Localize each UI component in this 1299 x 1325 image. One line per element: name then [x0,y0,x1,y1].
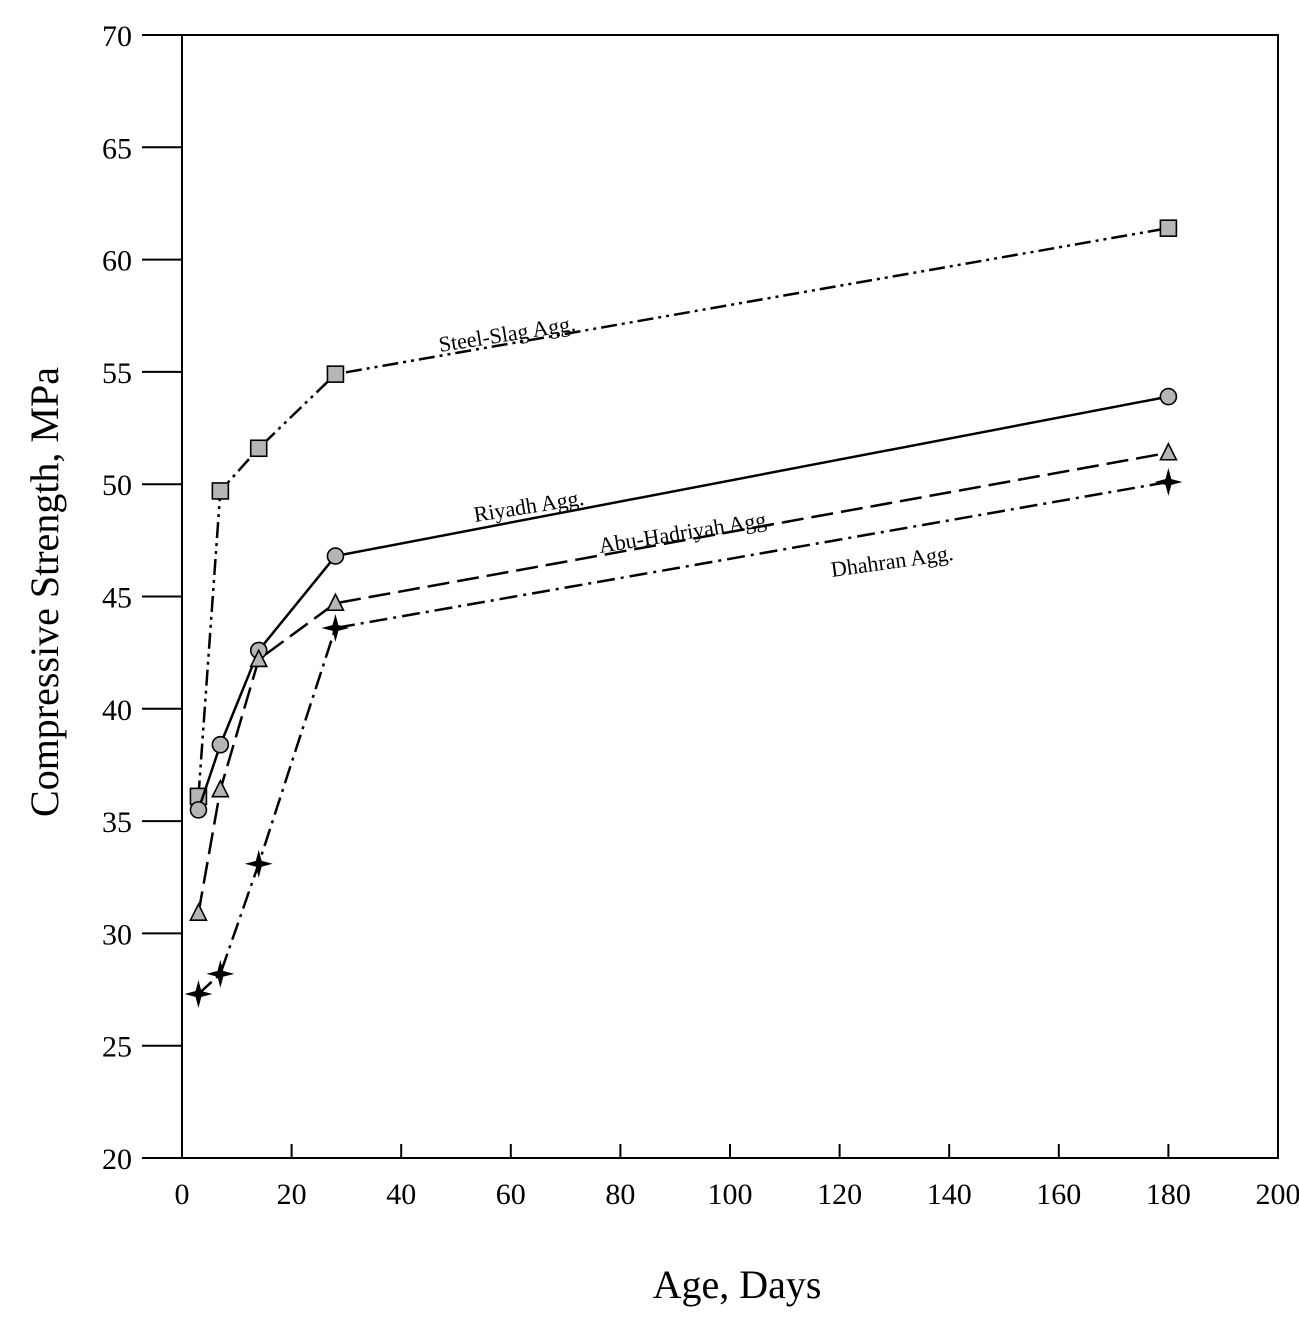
x-tick-label: 200 [1256,1178,1299,1211]
plot-frame [181,34,1279,1159]
series-line-steel-slag-agg [197,226,1169,797]
y-tick-label: 70 [102,20,132,53]
series-layer [184,219,1183,1009]
data-point-abu-hadriyah-agg [326,592,345,612]
x-tick-label: 100 [708,1178,753,1211]
data-point-abu-hadriyah-agg [211,778,230,798]
x-tick-label: 60 [496,1178,526,1211]
series-label-dhahran: Dhahran Agg. [829,540,955,582]
y-tick-label: 60 [102,245,132,278]
y-tick-label: 65 [102,132,132,165]
series-labels: Steel-Slag Agg. Riyadh Agg. Abu-Hadriyah… [437,311,955,582]
data-point-riyadh-agg [1159,387,1178,406]
x-tick-label: 160 [1036,1178,1081,1211]
data-point-steel-slag-agg [326,365,345,383]
data-point-abu-hadriyah-agg [1159,441,1178,461]
y-axis-title: Compressive Strength, MPa [22,367,67,817]
y-tick-label: 40 [102,694,132,727]
y-tick-label: 35 [102,806,132,839]
y-tick-label: 50 [102,469,132,502]
data-point-riyadh-agg [189,801,208,819]
data-point-dhahran-agg [321,613,350,642]
y-tick-label: 55 [102,357,132,390]
x-tick-label: 20 [277,1178,307,1211]
y-tick-label: 30 [102,918,132,951]
data-point-dhahran-agg [206,959,235,988]
data-point-dhahran-agg [244,849,273,878]
data-point-steel-slag-agg [249,439,268,458]
y-tick-label: 45 [102,582,132,615]
data-point-abu-hadriyah-agg [189,902,208,921]
series-line-dhahran-agg [197,480,1169,995]
x-tick-label: 40 [386,1178,416,1211]
data-point-riyadh-agg [326,547,345,565]
data-point-steel-slag-agg [211,482,230,500]
data-point-steel-slag-agg [1159,219,1178,237]
x-tick-label: 0 [175,1178,190,1211]
data-point-abu-hadriyah-agg [249,648,269,668]
x-tick-label: 140 [927,1178,972,1211]
x-tick-label: 80 [605,1178,635,1211]
x-axis-title: Age, Days [653,1262,822,1307]
data-point-dhahran-agg [1154,467,1183,496]
x-tick-label: 120 [817,1178,862,1211]
series-line-riyadh-agg [197,395,1169,811]
series-label-abu-hadriyah: Abu-Hadriyah Agg. [597,506,774,558]
series-label-steel-slag: Steel-Slag Agg. [437,311,577,357]
y-tick-label: 20 [102,1143,132,1176]
data-point-riyadh-agg [211,735,230,754]
y-tick-label: 25 [102,1031,132,1064]
x-tick-label: 180 [1146,1178,1191,1211]
data-point-dhahran-agg [184,980,213,1009]
axes: 0 20 40 60 80 100 120 140 160 180 200 20 25 30 35 40 45 5… [102,20,1299,1211]
series-label-riyadh: Riyadh Agg. [472,485,586,527]
